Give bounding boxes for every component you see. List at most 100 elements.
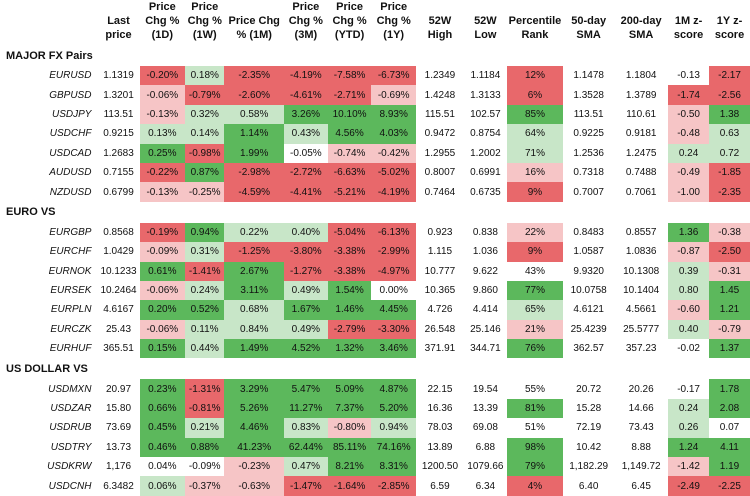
cell-value: -0.69% xyxy=(371,85,416,105)
column-header: 200-day SMA xyxy=(620,15,662,41)
cell-value: 0.8557 xyxy=(625,226,657,238)
cell-value: 43% xyxy=(524,265,545,277)
cell-value: 10.2464 xyxy=(100,285,137,297)
cell-value: 16% xyxy=(506,162,564,183)
cell-value: 71% xyxy=(506,143,564,163)
cell-value: 4.6167 xyxy=(103,304,134,316)
cell-value: -6.13% xyxy=(371,222,416,243)
cell-value: -0.79 xyxy=(709,319,750,340)
cell-value: 0.40% xyxy=(283,222,328,243)
cell-value: -0.74% xyxy=(327,143,372,163)
cell-value: 1.4248 xyxy=(424,89,456,101)
cell-value: 1079.66 xyxy=(467,461,504,473)
cell-value: 6.34 xyxy=(475,480,496,492)
table-row: USDRUB 73.69 0.45% 0.21% 4.46% 0.83% -0.80% 0.9… xyxy=(0,418,750,438)
cell-value: 6.40 xyxy=(578,480,599,492)
cell-value: 0.83% xyxy=(283,418,328,438)
cell-value: 1.36 xyxy=(668,222,710,243)
cell-value: 72.19 xyxy=(576,422,602,434)
pair-name: USDJPY xyxy=(51,108,92,120)
cell-value: 1.32% xyxy=(327,339,372,359)
cell-value: -0.19% xyxy=(139,222,186,243)
cell-value: 0.18% xyxy=(185,66,225,86)
cell-value: -0.13 xyxy=(677,70,700,82)
cell-value: 13.39 xyxy=(472,403,498,415)
cell-value: 1.46% xyxy=(327,300,372,320)
column-header: Price Chg % (1D) xyxy=(145,1,180,41)
cell-value: 0.44% xyxy=(185,339,225,359)
cell-value: -2.35% xyxy=(224,66,284,86)
cell-value: 4.414 xyxy=(472,304,498,316)
cell-value: 73.43 xyxy=(628,422,654,434)
cell-value: -0.81% xyxy=(185,398,225,419)
cell-value: 2.08 xyxy=(709,398,750,419)
cell-value: -1.74 xyxy=(668,85,710,105)
cell-value: -4.59% xyxy=(224,182,284,202)
cell-value: -1.41% xyxy=(185,261,225,281)
cell-value: 362.57 xyxy=(573,343,604,355)
cell-value: 102.57 xyxy=(470,108,501,120)
cell-value: 1.3528 xyxy=(573,89,604,101)
cell-value: 4.03% xyxy=(371,124,416,144)
table-row: EURUSD 1.1319 -0.20% 0.18% -2.35% -4.19% -7.58… xyxy=(0,66,750,86)
cell-value: 0.61% xyxy=(139,261,186,281)
cell-value: -1.00 xyxy=(668,182,710,202)
cell-value: 10.365 xyxy=(424,285,456,297)
header-blank xyxy=(0,0,97,45)
cell-value: 1,182.29 xyxy=(569,461,609,473)
cell-value: 25.146 xyxy=(470,323,501,335)
cell-value: 21% xyxy=(506,319,564,340)
cell-value: 0.7318 xyxy=(573,167,604,179)
cell-value: 1.0429 xyxy=(103,246,134,258)
cell-value: -3.38% xyxy=(327,261,372,281)
cell-value: 1.2955 xyxy=(424,147,456,159)
cell-value: 15.80 xyxy=(106,403,132,415)
cell-value: -0.38 xyxy=(709,222,750,243)
cell-value: -0.25% xyxy=(185,182,225,202)
group-header-row: US DOLLAR VS xyxy=(0,358,750,379)
cell-value: -0.98% xyxy=(185,143,225,163)
cell-value: 25.43 xyxy=(106,323,132,335)
cell-value: 10.1404 xyxy=(623,285,660,297)
cell-value: 8.93% xyxy=(371,104,416,125)
cell-value: 1.0587 xyxy=(573,246,604,258)
header-row: Last price Price Chg % (1D) Price Chg % (1… xyxy=(0,0,750,45)
cell-value: 4% xyxy=(506,476,564,496)
cell-value: 0.94% xyxy=(371,418,416,438)
cell-value: -6.73% xyxy=(371,66,416,86)
cell-value: 1.2536 xyxy=(573,147,604,159)
cell-value: 4.46% xyxy=(224,418,284,438)
cell-value: 16.36 xyxy=(427,403,453,415)
cell-value: 0.63 xyxy=(709,124,750,144)
cell-value: 3.46% xyxy=(371,339,416,359)
cell-value: -5.02% xyxy=(371,162,416,183)
cell-value: 9.622 xyxy=(472,265,498,277)
pair-name: EURNOK xyxy=(48,265,92,277)
cell-value: -2.99% xyxy=(371,242,416,262)
cell-value: 0.47% xyxy=(283,457,328,477)
cell-value: 4.5661 xyxy=(625,304,657,316)
cell-value: 0.07 xyxy=(719,422,740,434)
cell-value: 0.7488 xyxy=(625,167,657,179)
column-header: 50-day SMA xyxy=(571,15,607,41)
cell-value: 9% xyxy=(506,182,564,202)
cell-value: 4.726 xyxy=(427,304,453,316)
cell-value: 344.71 xyxy=(470,343,501,355)
cell-value: -0.22% xyxy=(139,162,186,183)
column-header: Last price xyxy=(105,15,132,41)
cell-value: 0.923 xyxy=(427,226,453,238)
cell-value: 0.7061 xyxy=(625,186,657,198)
column-header: Price Chg % (1W) xyxy=(187,1,222,41)
cell-value: 113.51 xyxy=(103,108,134,120)
cell-value: 0.49% xyxy=(283,319,328,340)
cell-value: 78.03 xyxy=(427,422,453,434)
cell-value: 25.5777 xyxy=(623,323,660,335)
cell-value: 10.0758 xyxy=(570,285,607,297)
cell-value: 1.1478 xyxy=(573,70,604,82)
cell-value: 5.09% xyxy=(327,379,372,399)
cell-value: 1,149.72 xyxy=(621,461,661,473)
cell-value: -2.60% xyxy=(224,85,284,105)
cell-value: 1.0836 xyxy=(625,246,657,258)
cell-value: 79% xyxy=(506,457,564,477)
cell-value: -0.09% xyxy=(139,242,186,262)
